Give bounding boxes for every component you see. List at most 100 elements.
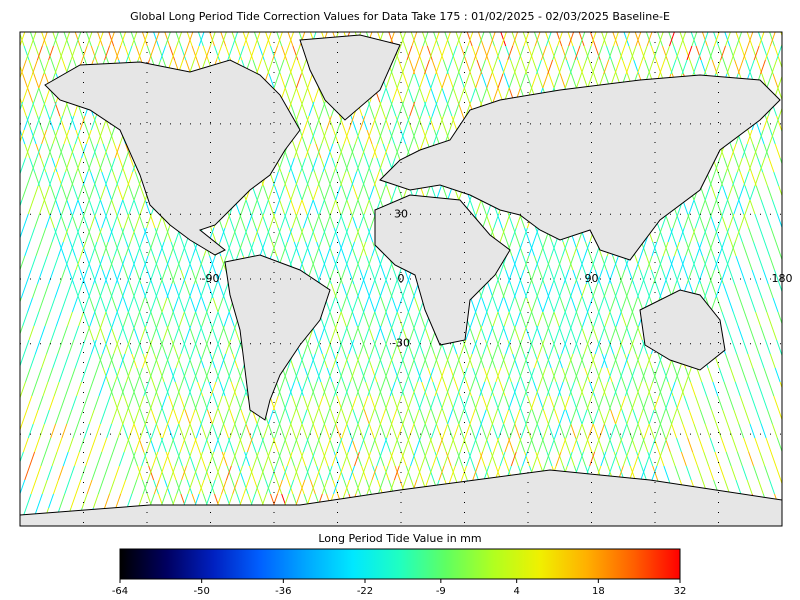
track-segment [80,143,87,159]
track-segment [266,227,273,243]
track-segment [258,437,264,453]
track-segment [24,241,31,257]
track-segment [36,269,43,285]
track-segment [132,381,138,397]
track-segment [299,353,306,369]
track-segment [163,381,170,397]
track-segment [59,45,66,61]
track-segment [91,241,98,257]
track-segment [414,73,421,89]
track-segment [37,395,44,411]
track-segment [187,479,194,495]
track-segment [209,32,216,47]
track-segment [559,297,566,313]
track-segment [326,143,333,159]
track-segment [53,32,59,47]
track-segment [595,367,602,383]
track-segment [169,465,176,481]
track-segment [329,297,336,313]
track-segment [572,269,579,285]
track-segment [53,381,60,397]
track-segment [344,227,351,243]
track-segment [234,423,241,439]
track-segment [421,32,428,47]
track-segment [225,241,232,257]
track-segment [232,381,239,397]
track-segment [225,339,232,355]
track-segment [501,353,507,369]
track-segment [125,367,131,383]
track-segment [450,465,457,481]
track-segment [342,451,349,467]
track-segment [359,115,366,131]
track-segment [367,381,374,397]
track-segment [283,45,290,61]
track-segment [389,129,395,145]
track-segment [88,199,95,215]
track-segment [436,73,443,89]
track-segment [366,255,373,271]
track-segment [219,451,226,467]
track-segment [430,73,437,89]
track-segment [315,143,322,159]
track-segment [482,45,489,61]
track-segment [79,269,86,285]
track-segment [422,32,429,47]
track-segment [374,311,381,327]
track-segment [386,185,393,201]
track-segment [123,213,130,229]
track-segment [389,353,395,369]
track-segment [422,129,429,145]
track-segment [311,227,318,243]
track-segment [171,45,178,61]
track-segment [310,479,317,495]
track-segment [183,395,190,411]
track-segment [526,297,533,313]
track-segment [286,381,293,397]
track-segment [164,353,171,369]
track-segment [489,32,495,47]
track-segment [130,451,136,467]
track-segment [155,283,162,299]
track-segment [347,437,354,453]
track-segment [393,143,400,159]
track-segment [349,241,355,257]
track-segment [335,423,341,439]
track-segment [54,59,61,75]
track-segment [436,87,443,103]
track-segment [195,409,202,425]
track-segment [301,409,308,425]
track-segment [258,45,265,61]
track-segment [275,381,282,397]
track-segment [489,32,496,47]
track-segment [125,367,132,383]
track-segment [265,479,272,495]
track-segment [221,227,228,243]
track-segment [97,353,103,369]
track-segment [54,283,61,299]
track-segment [95,185,101,201]
track-segment [314,437,320,453]
track-segment [373,171,380,187]
track-segment [204,269,211,285]
track-segment [186,381,192,397]
track-segment [62,451,69,467]
track-segment [242,227,248,243]
track-segment [483,367,490,383]
track-segment [293,143,299,159]
track-segment [136,465,143,481]
track-segment [515,73,521,89]
track-segment [22,87,29,103]
track-segment [384,339,390,355]
track-segment [86,255,93,271]
track-segment [144,199,151,215]
track-segment [256,59,262,75]
track-segment [162,409,169,425]
track-segment [393,367,400,383]
track-segment [320,227,327,243]
track-segment [191,45,198,61]
track-segment [188,381,194,397]
track-segment [352,199,359,215]
track-segment [85,353,92,369]
track-segment [25,143,31,159]
